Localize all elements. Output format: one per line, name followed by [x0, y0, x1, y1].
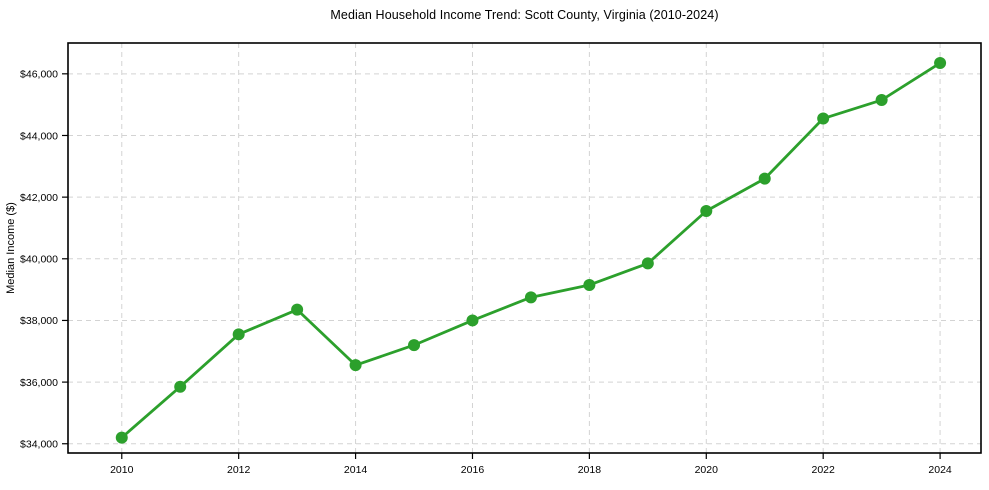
x-tick-label: 2018: [578, 464, 602, 476]
y-tick-label: $44,000: [20, 130, 58, 142]
data-point-marker-2010: [115, 431, 128, 444]
data-point-marker-2013: [291, 303, 304, 316]
x-tick-label: 2012: [227, 464, 251, 476]
x-tick-label: 2014: [344, 464, 368, 476]
data-point-marker-2021: [758, 172, 771, 185]
x-tick-label: 2020: [695, 464, 719, 476]
x-tick-label: 2016: [461, 464, 485, 476]
x-tick-label: 2010: [110, 464, 134, 476]
data-point-marker-2024: [934, 57, 947, 70]
y-tick-label: $38,000: [20, 315, 58, 327]
y-axis-label: Median Income ($): [5, 202, 17, 294]
data-point-marker-2020: [700, 205, 713, 218]
data-point-marker-2012: [232, 328, 245, 341]
data-point-marker-2016: [466, 314, 479, 327]
data-point-marker-2022: [817, 112, 830, 125]
y-tick-label: $34,000: [20, 439, 58, 451]
data-point-marker-2018: [583, 278, 596, 291]
data-point-marker-2023: [875, 94, 888, 107]
y-tick-label: $42,000: [20, 192, 58, 204]
data-point-marker-2015: [408, 339, 421, 352]
y-tick-label: $40,000: [20, 254, 58, 266]
data-point-marker-2019: [641, 257, 654, 270]
plot-border: [67, 42, 982, 454]
data-point-marker-2017: [524, 291, 537, 304]
x-tick-label: 2024: [928, 464, 952, 476]
x-tick-label: 2022: [812, 464, 836, 476]
chart-title: Median Household Income Trend: Scott Cou…: [330, 8, 719, 22]
y-tick-label: $46,000: [20, 69, 58, 81]
data-point-marker-2014: [349, 359, 362, 372]
y-tick-label: $36,000: [20, 377, 58, 389]
data-point-marker-2011: [174, 380, 187, 393]
